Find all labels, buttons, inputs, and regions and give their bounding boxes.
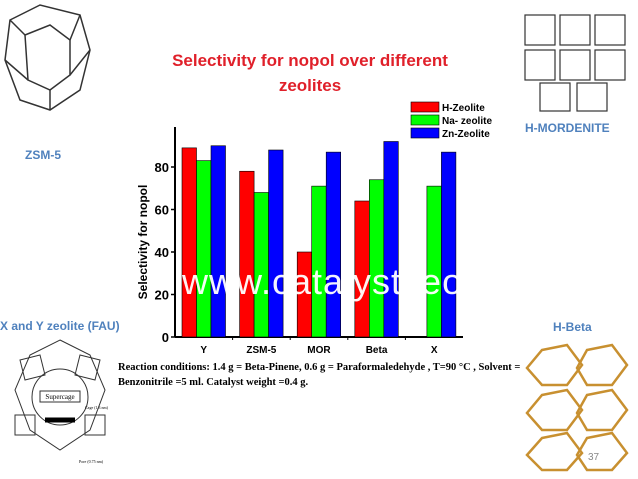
- bar-na-zeolite-y: [196, 160, 212, 338]
- beta-caption: H-Beta: [553, 320, 592, 334]
- bar-zn-zeolite-zsm-5: [268, 149, 284, 338]
- y-tick-label: 80: [155, 160, 169, 175]
- legend-label: H-Zeolite: [442, 103, 485, 114]
- fau-caption: X and Y zeolite (FAU): [0, 319, 120, 333]
- y-tick-label: 0: [162, 330, 169, 345]
- y-tick-label: 40: [155, 245, 169, 260]
- x-tick-label: ZSM-5: [246, 345, 276, 356]
- bar-zn-zeolite-beta: [383, 141, 399, 338]
- fau-cage-label: Cage (1.3 nm): [85, 405, 109, 410]
- fau-pore-label: Pore (0.75 nm): [79, 459, 104, 464]
- bar-zn-zeolite-mor: [325, 151, 342, 338]
- y-tick-label: 20: [155, 288, 169, 303]
- mordenite-caption: H-MORDENITE: [525, 121, 610, 135]
- bar-na-zeolite-zsm-5: [253, 192, 269, 338]
- page-number: 37: [588, 452, 600, 463]
- bar-h-zeolite-mor: [296, 251, 313, 338]
- bar-zn-zeolite-x: [441, 151, 457, 338]
- x-tick-label: X: [431, 345, 438, 356]
- slide-title: Selectivity for nopol over different zeo…: [172, 51, 448, 95]
- x-tick-label: Y: [200, 345, 207, 356]
- x-tick-label: MOR: [307, 345, 331, 356]
- zsm5-caption: ZSM-5: [25, 148, 61, 162]
- zsm5-structure-image: [4, 4, 91, 111]
- reaction-conditions-note: Reaction conditions: 1.4 g = Beta-Pinene…: [118, 362, 521, 388]
- bar-zn-zeolite-y: [210, 145, 226, 338]
- bar-h-zeolite-y: [181, 147, 197, 338]
- bar-na-zeolite-beta: [368, 179, 385, 338]
- y-tick-label: 60: [155, 203, 169, 218]
- bar-h-zeolite-beta: [354, 200, 370, 338]
- legend-swatch: [410, 101, 440, 113]
- mordenite-structure-image: [524, 14, 626, 112]
- y-axis-label: Selectivity for nopol: [136, 185, 150, 300]
- bar-na-zeolite-mor: [311, 185, 327, 338]
- legend-swatch: [410, 127, 440, 139]
- beta-structure-image: [525, 343, 629, 472]
- fau-structure-image: Supercage Cage (1.3 nm) Pore (0.75 nm): [14, 339, 109, 464]
- legend-swatch: [410, 114, 440, 126]
- bar-na-zeolite-x: [426, 185, 442, 338]
- legend-label: Zn-Zeolite: [442, 129, 490, 140]
- x-tick-label: Beta: [366, 345, 388, 356]
- fau-supercage-label: Supercage: [45, 393, 74, 401]
- bar-h-zeolite-zsm-5: [239, 170, 255, 338]
- legend-label: Na- zeolite: [442, 116, 492, 127]
